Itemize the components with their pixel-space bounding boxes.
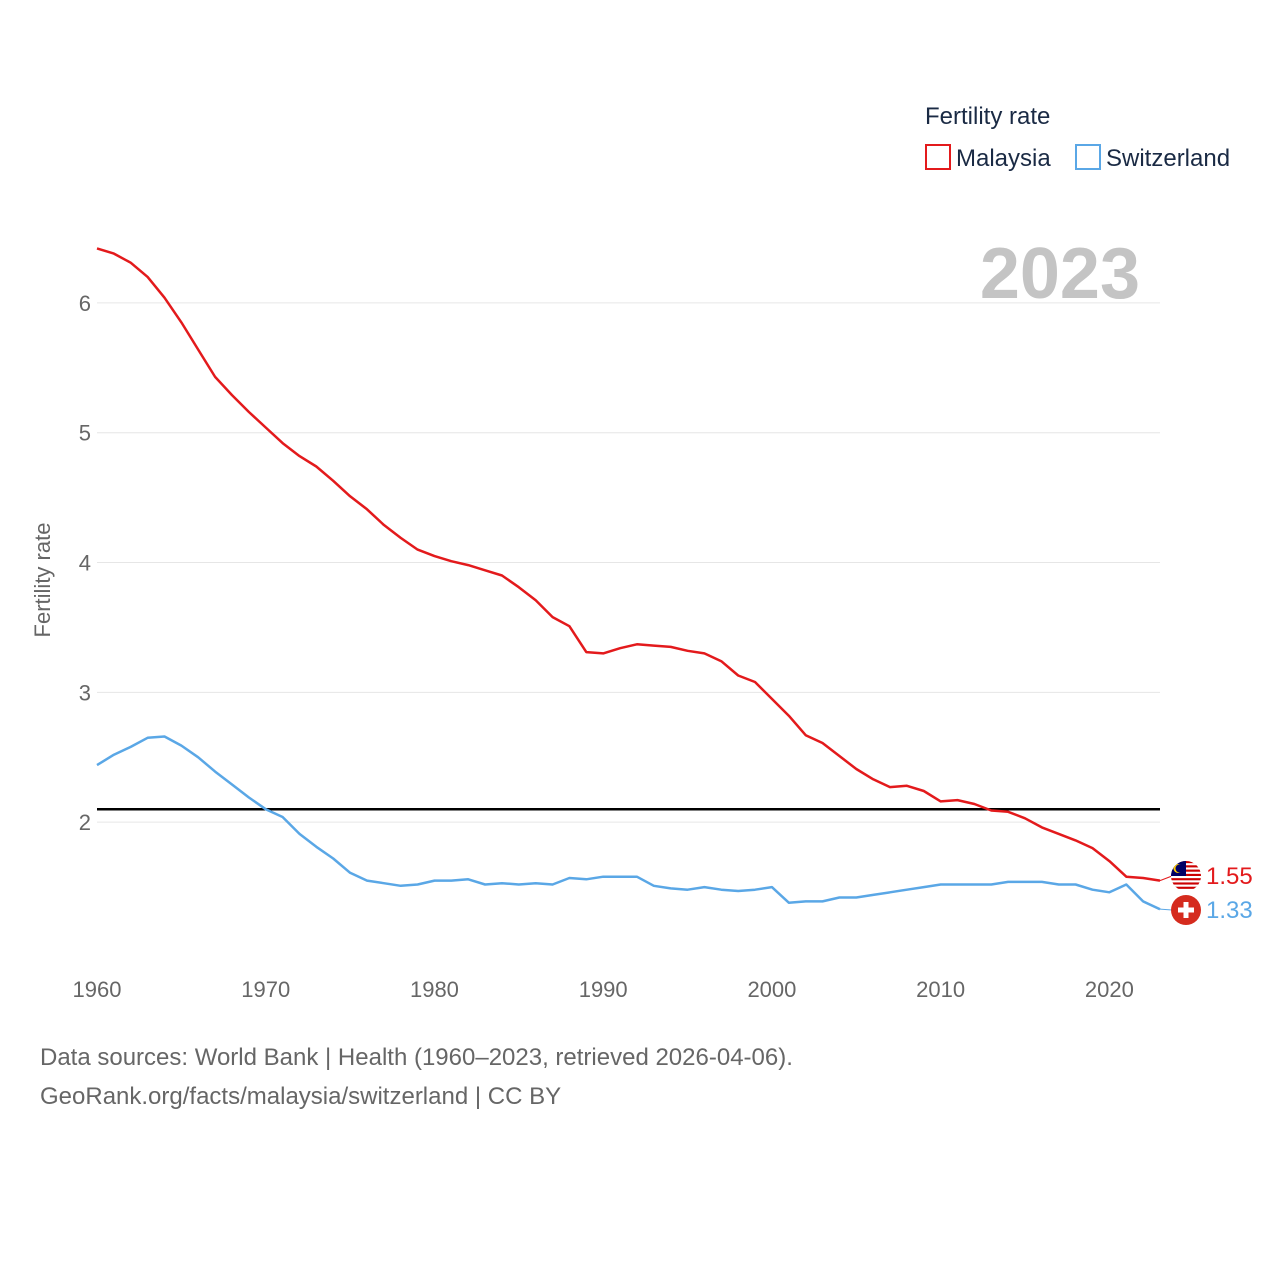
y-tick-label: 3 (79, 680, 91, 705)
legend-title: Fertility rate (925, 103, 1050, 130)
end-value-label-malaysia: 1.55 (1206, 863, 1253, 890)
year-label: 2023 (980, 234, 1140, 314)
y-tick-label: 4 (79, 551, 91, 576)
series-line-switzerland[interactable] (96, 735, 1161, 911)
x-tick-label: 1980 (410, 977, 459, 1002)
malaysia-flag-icon (1171, 861, 1201, 891)
series-lines (96, 247, 1161, 911)
end-connector (1159, 875, 1173, 882)
y-tick-label: 2 (79, 810, 91, 835)
legend-label-switzerland[interactable]: Switzerland (1106, 145, 1230, 172)
y-axis-ticks: 2 3 4 5 6 (79, 291, 91, 835)
x-tick-label: 2010 (916, 977, 965, 1002)
x-tick-label: 2000 (747, 977, 796, 1002)
y-tick-label: 5 (79, 421, 91, 446)
gridlines (97, 302, 1160, 823)
legend-swatch-switzerland[interactable] (1075, 144, 1101, 170)
end-value-label-switzerland: 1.33 (1206, 897, 1253, 924)
x-tick-label: 1990 (579, 977, 628, 1002)
series-line-malaysia[interactable] (96, 247, 1161, 882)
x-axis-ticks: 1960 1970 1980 1990 2000 2010 2020 (73, 977, 1134, 1002)
y-tick-label: 6 (79, 291, 91, 316)
footer-sources: Data sources: World Bank | Health (1960–… (40, 1044, 793, 1071)
end-connector (1159, 908, 1173, 911)
footer-attribution: GeoRank.org/facts/malaysia/switzerland |… (40, 1083, 562, 1110)
y-axis-title: Fertility rate (30, 523, 55, 638)
end-markers: 1.55 1.33 (1159, 861, 1253, 925)
x-tick-label: 1960 (73, 977, 122, 1002)
x-tick-label: 2020 (1085, 977, 1134, 1002)
x-tick-label: 1970 (241, 977, 290, 1002)
legend-label-malaysia[interactable]: Malaysia (956, 145, 1051, 172)
legend-swatch-malaysia[interactable] (925, 144, 951, 170)
legend: Fertility rate Malaysia Switzerland (925, 103, 1230, 172)
switzerland-flag-icon (1171, 895, 1201, 925)
